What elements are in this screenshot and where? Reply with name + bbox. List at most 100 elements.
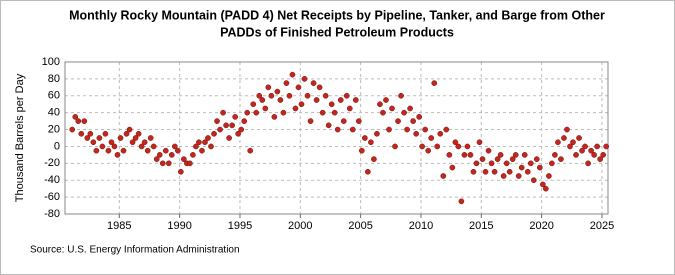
data-point	[600, 152, 607, 158]
data-point	[582, 143, 588, 150]
x-tick-label: 2015	[469, 220, 493, 232]
data-point	[256, 92, 263, 99]
data-point	[238, 126, 245, 133]
plot-border	[64, 61, 609, 215]
data-point	[579, 147, 585, 154]
data-point	[90, 139, 97, 146]
data-point	[482, 168, 489, 175]
data-point	[398, 92, 404, 99]
data-point	[395, 118, 401, 124]
data-point	[371, 156, 377, 162]
data-point	[410, 118, 416, 124]
data-point	[123, 130, 130, 137]
data-point	[530, 177, 537, 184]
data-point	[208, 143, 214, 150]
data-point	[576, 135, 582, 141]
data-point	[244, 109, 251, 116]
data-point	[129, 139, 136, 146]
data-point	[570, 139, 576, 146]
data-point	[75, 118, 82, 124]
data-point	[497, 152, 504, 158]
data-point	[343, 92, 350, 99]
data-point	[503, 160, 510, 167]
data-point	[226, 135, 232, 141]
data-point	[362, 135, 368, 141]
data-point	[473, 160, 480, 167]
data-point	[446, 152, 453, 158]
y-axis-label: Thousand Barrels per Day	[14, 73, 26, 202]
data-point	[268, 92, 275, 99]
data-point	[211, 130, 217, 137]
data-point	[358, 147, 365, 154]
data-point	[509, 156, 516, 162]
data-point	[171, 143, 178, 150]
chart-title: Monthly Rocky Mountain (PADD 4) Net Rece…	[69, 8, 605, 22]
data-point	[368, 139, 374, 146]
data-point	[108, 139, 115, 146]
chart-title: PADDs of Finished Petroleum Products	[220, 25, 454, 39]
data-point	[193, 143, 199, 150]
data-point	[431, 80, 438, 86]
data-point	[250, 101, 257, 108]
data-point	[265, 84, 272, 91]
data-point	[307, 118, 314, 124]
x-tick-label: 1985	[107, 220, 131, 232]
data-point	[491, 168, 498, 175]
data-point	[102, 130, 109, 137]
data-point	[416, 114, 423, 120]
data-point	[153, 156, 160, 162]
data-point	[515, 173, 522, 179]
data-point	[539, 181, 546, 188]
data-point	[280, 109, 287, 116]
data-point	[177, 168, 184, 175]
data-point	[199, 147, 205, 154]
data-point	[313, 97, 320, 103]
data-point	[573, 152, 579, 158]
data-point	[126, 126, 133, 133]
data-point	[374, 130, 380, 137]
data-point	[138, 143, 145, 150]
data-point	[591, 152, 597, 158]
data-point	[552, 152, 558, 158]
data-point	[135, 130, 142, 137]
data-point	[289, 71, 296, 78]
data-point	[404, 126, 410, 133]
data-point	[141, 139, 148, 146]
data-point	[196, 139, 202, 146]
data-point	[419, 143, 426, 150]
data-point	[555, 139, 561, 146]
data-point	[440, 173, 447, 179]
data-point	[117, 135, 124, 141]
data-point	[174, 147, 181, 154]
data-point	[322, 92, 329, 99]
x-tick-label: 2000	[288, 220, 312, 232]
data-point	[217, 126, 223, 133]
data-point	[594, 143, 600, 150]
data-point	[383, 97, 389, 103]
data-point	[386, 126, 392, 133]
data-point	[150, 143, 157, 150]
data-point	[114, 152, 121, 158]
data-point	[536, 164, 543, 171]
y-tick-label: 20	[48, 123, 60, 135]
data-point	[328, 101, 335, 108]
data-point	[205, 135, 211, 141]
data-point	[259, 97, 266, 103]
data-point	[467, 152, 474, 158]
data-point	[464, 143, 471, 150]
data-point	[99, 143, 106, 150]
data-point	[558, 156, 564, 162]
data-point	[165, 160, 172, 167]
y-tick-label: 40	[48, 107, 60, 119]
data-point	[452, 139, 459, 146]
data-point	[87, 130, 94, 137]
data-point	[443, 126, 450, 133]
data-point	[229, 122, 235, 129]
data-point	[147, 135, 154, 141]
x-tick-label: 1990	[167, 220, 191, 232]
data-point	[461, 152, 468, 158]
data-point	[298, 101, 305, 108]
data-point	[422, 126, 429, 133]
data-point	[533, 156, 540, 162]
